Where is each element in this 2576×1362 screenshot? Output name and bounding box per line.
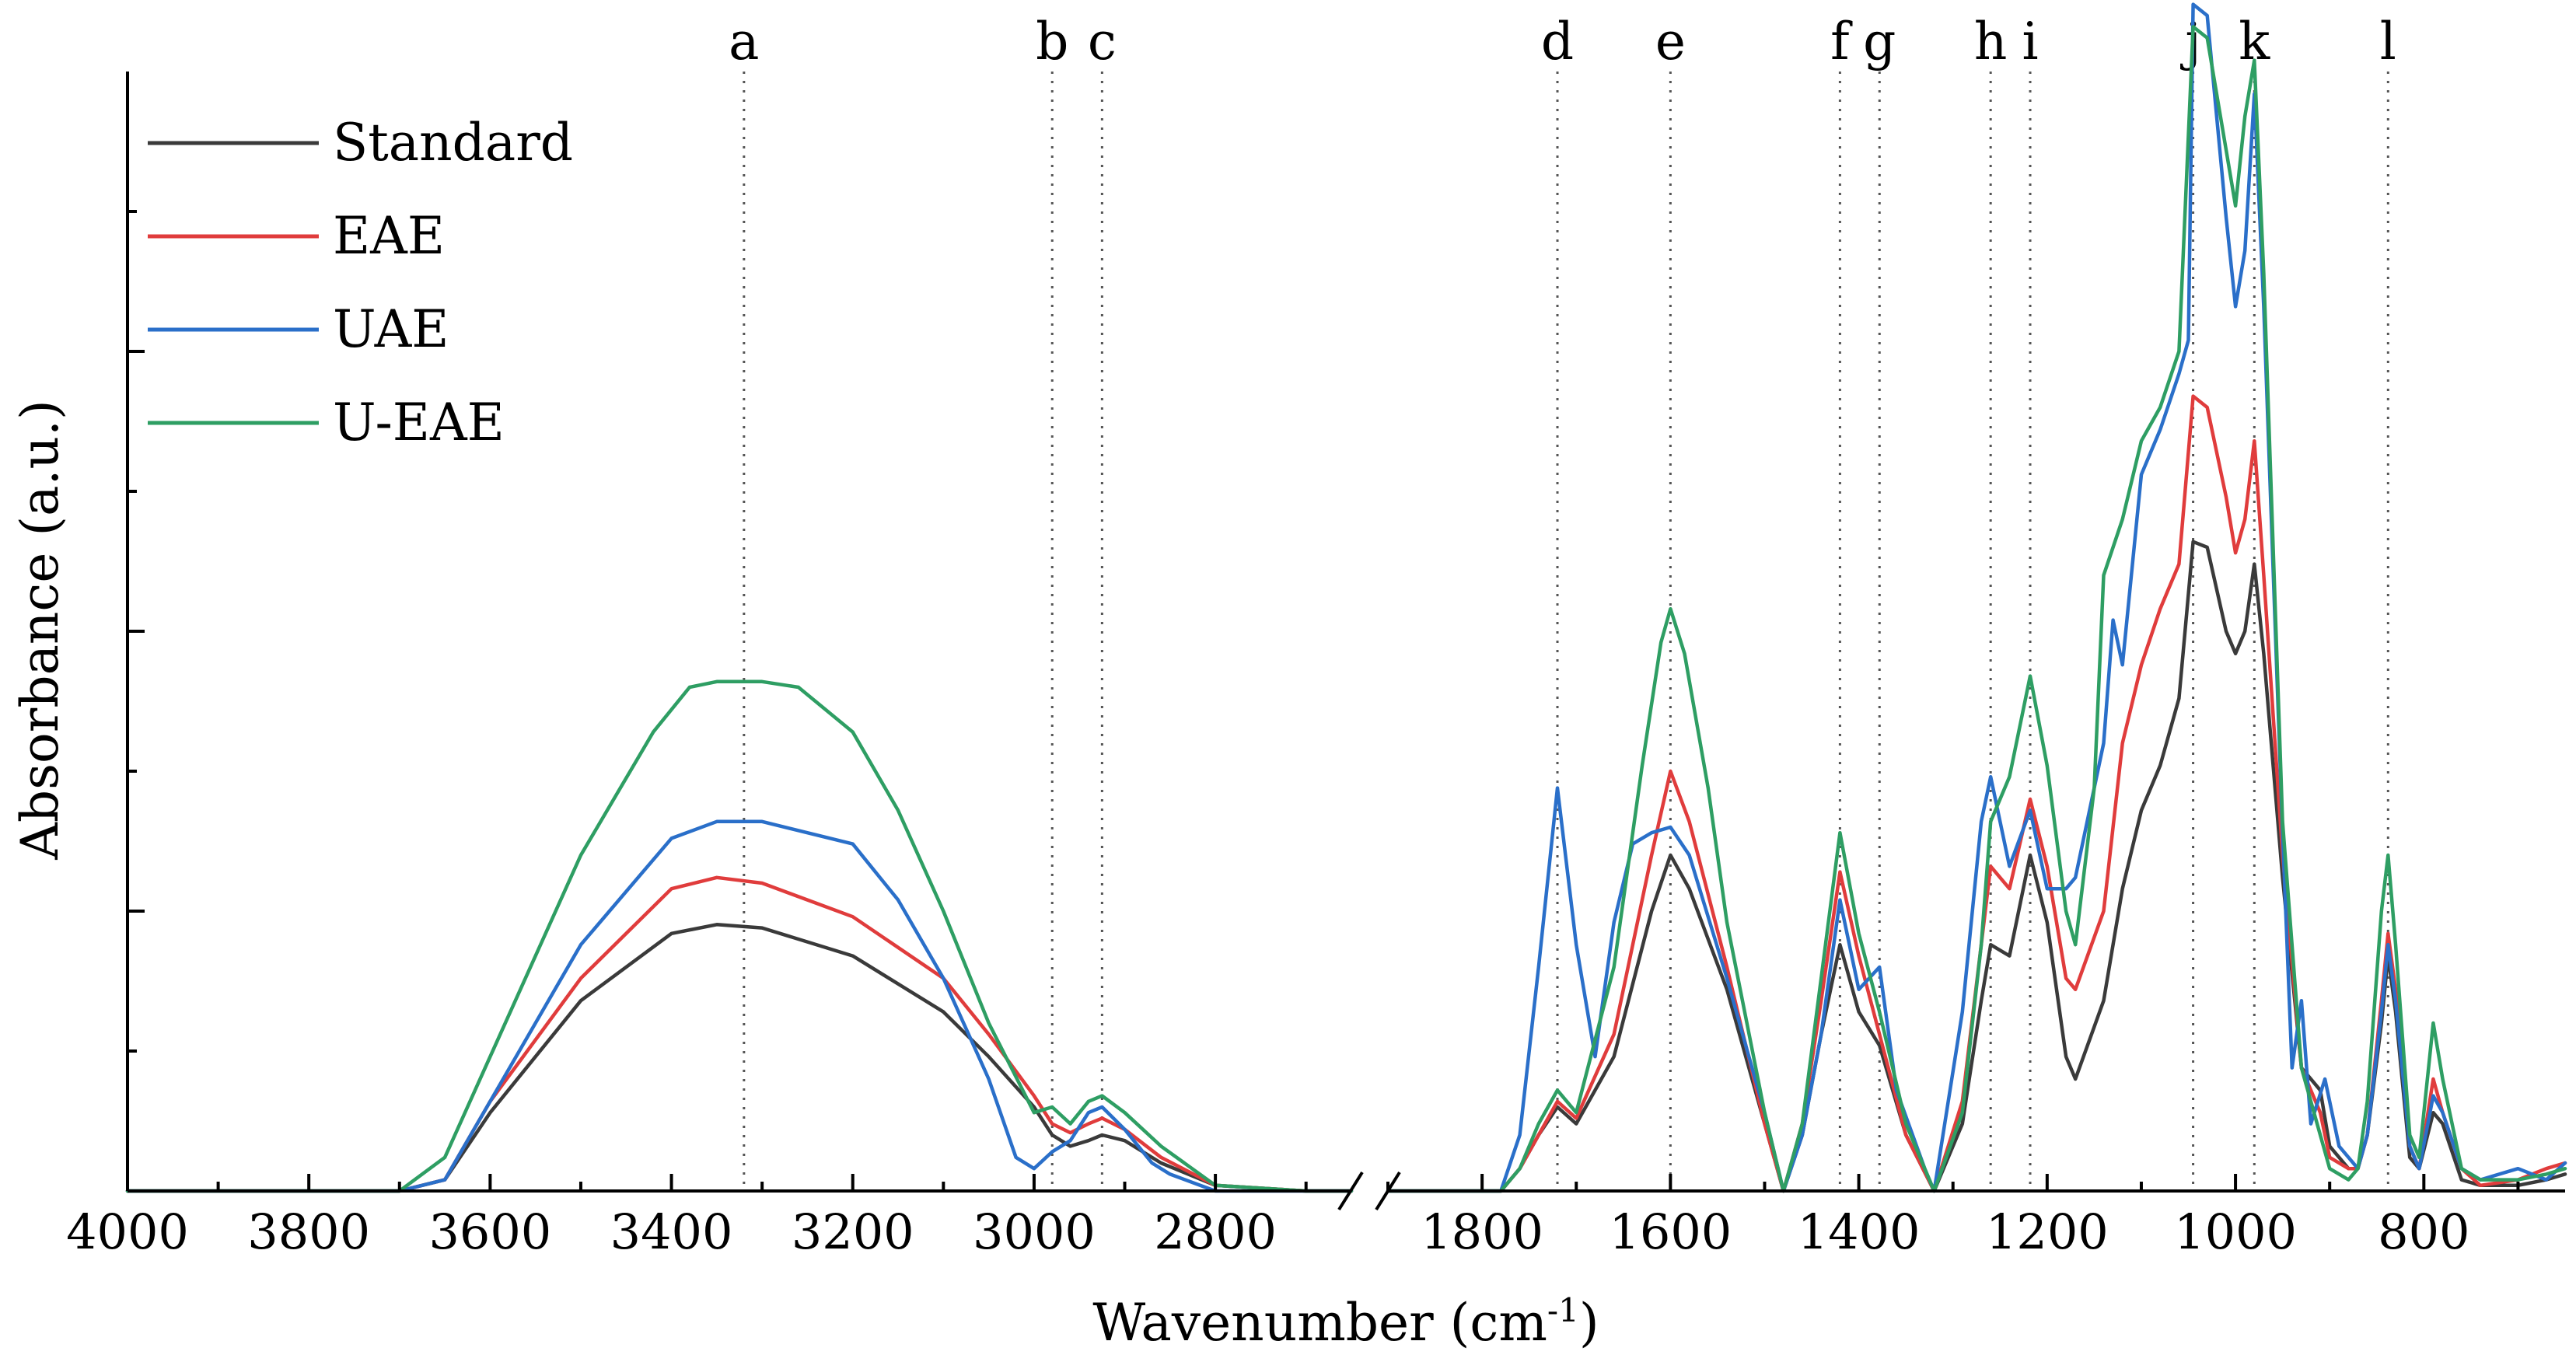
peak-marker-d: d [1541, 12, 1574, 72]
legend: Standard EAE UAE U-EAE [148, 113, 573, 452]
peak-marker-g: g [1863, 12, 1896, 72]
peak-marker-i: i [2022, 12, 2038, 72]
legend-label-standard: Standard [333, 113, 573, 173]
peak-marker-h: h [1974, 12, 2008, 72]
y-axis-ticks [128, 210, 145, 1053]
x-tick-label: 3400 [610, 1203, 733, 1260]
peak-marker-f: f [1830, 12, 1853, 72]
legend-label-uae: UAE [333, 299, 449, 359]
peak-guide-lines [743, 72, 2389, 1191]
x-axis-title-main: Wavenumber (cm [1092, 1293, 1547, 1353]
x-axis-title-close: ) [1579, 1293, 1599, 1353]
axis-break-mark-left [1337, 1171, 1364, 1211]
y-axis-title: Absorbance (a.u.) [10, 400, 70, 861]
x-tick-label: 3000 [973, 1203, 1096, 1260]
x-tick-label: 4000 [66, 1203, 189, 1260]
x-axis-ticks: 4000 3800 3600 3400 3200 3000 2800 1800 1600 1400… [66, 1174, 2520, 1260]
spectra-series [125, 2, 2567, 1193]
x-tick-label: 3800 [247, 1203, 370, 1260]
x-tick-label: 2800 [1154, 1203, 1277, 1260]
series-line-u-eae-part-2 [1386, 25, 2567, 1193]
series-line-uae-part-1 [125, 819, 1354, 1193]
peak-marker-b: b [1036, 12, 1068, 72]
legend-label-eae: EAE [333, 206, 445, 266]
x-tick-label: 1200 [1986, 1203, 2109, 1260]
x-tick-label: 3200 [792, 1203, 914, 1260]
x-tick-label: 1000 [2174, 1203, 2297, 1260]
x-tick-label: 3600 [428, 1203, 551, 1260]
x-tick-label: 800 [2378, 1203, 2469, 1260]
legend-label-u-eae: U-EAE [333, 393, 505, 452]
x-axis-title: Wavenumber (cm-1) [1092, 1291, 1599, 1353]
series-line-uae-part-2 [1386, 2, 2567, 1193]
axes [126, 72, 2565, 1211]
peak-marker-e: e [1655, 12, 1686, 72]
peak-marker-c: c [1088, 12, 1117, 72]
peak-marker-l: l [2380, 12, 2396, 72]
peak-marker-a: a [729, 12, 759, 72]
x-axis-title-superscript: -1 [1547, 1291, 1579, 1329]
x-tick-label: 1800 [1421, 1203, 1543, 1260]
x-tick-label: 1400 [1798, 1203, 1921, 1260]
series-line-u-eae-part-1 [125, 679, 1354, 1193]
x-tick-label: 1600 [1609, 1203, 1732, 1260]
